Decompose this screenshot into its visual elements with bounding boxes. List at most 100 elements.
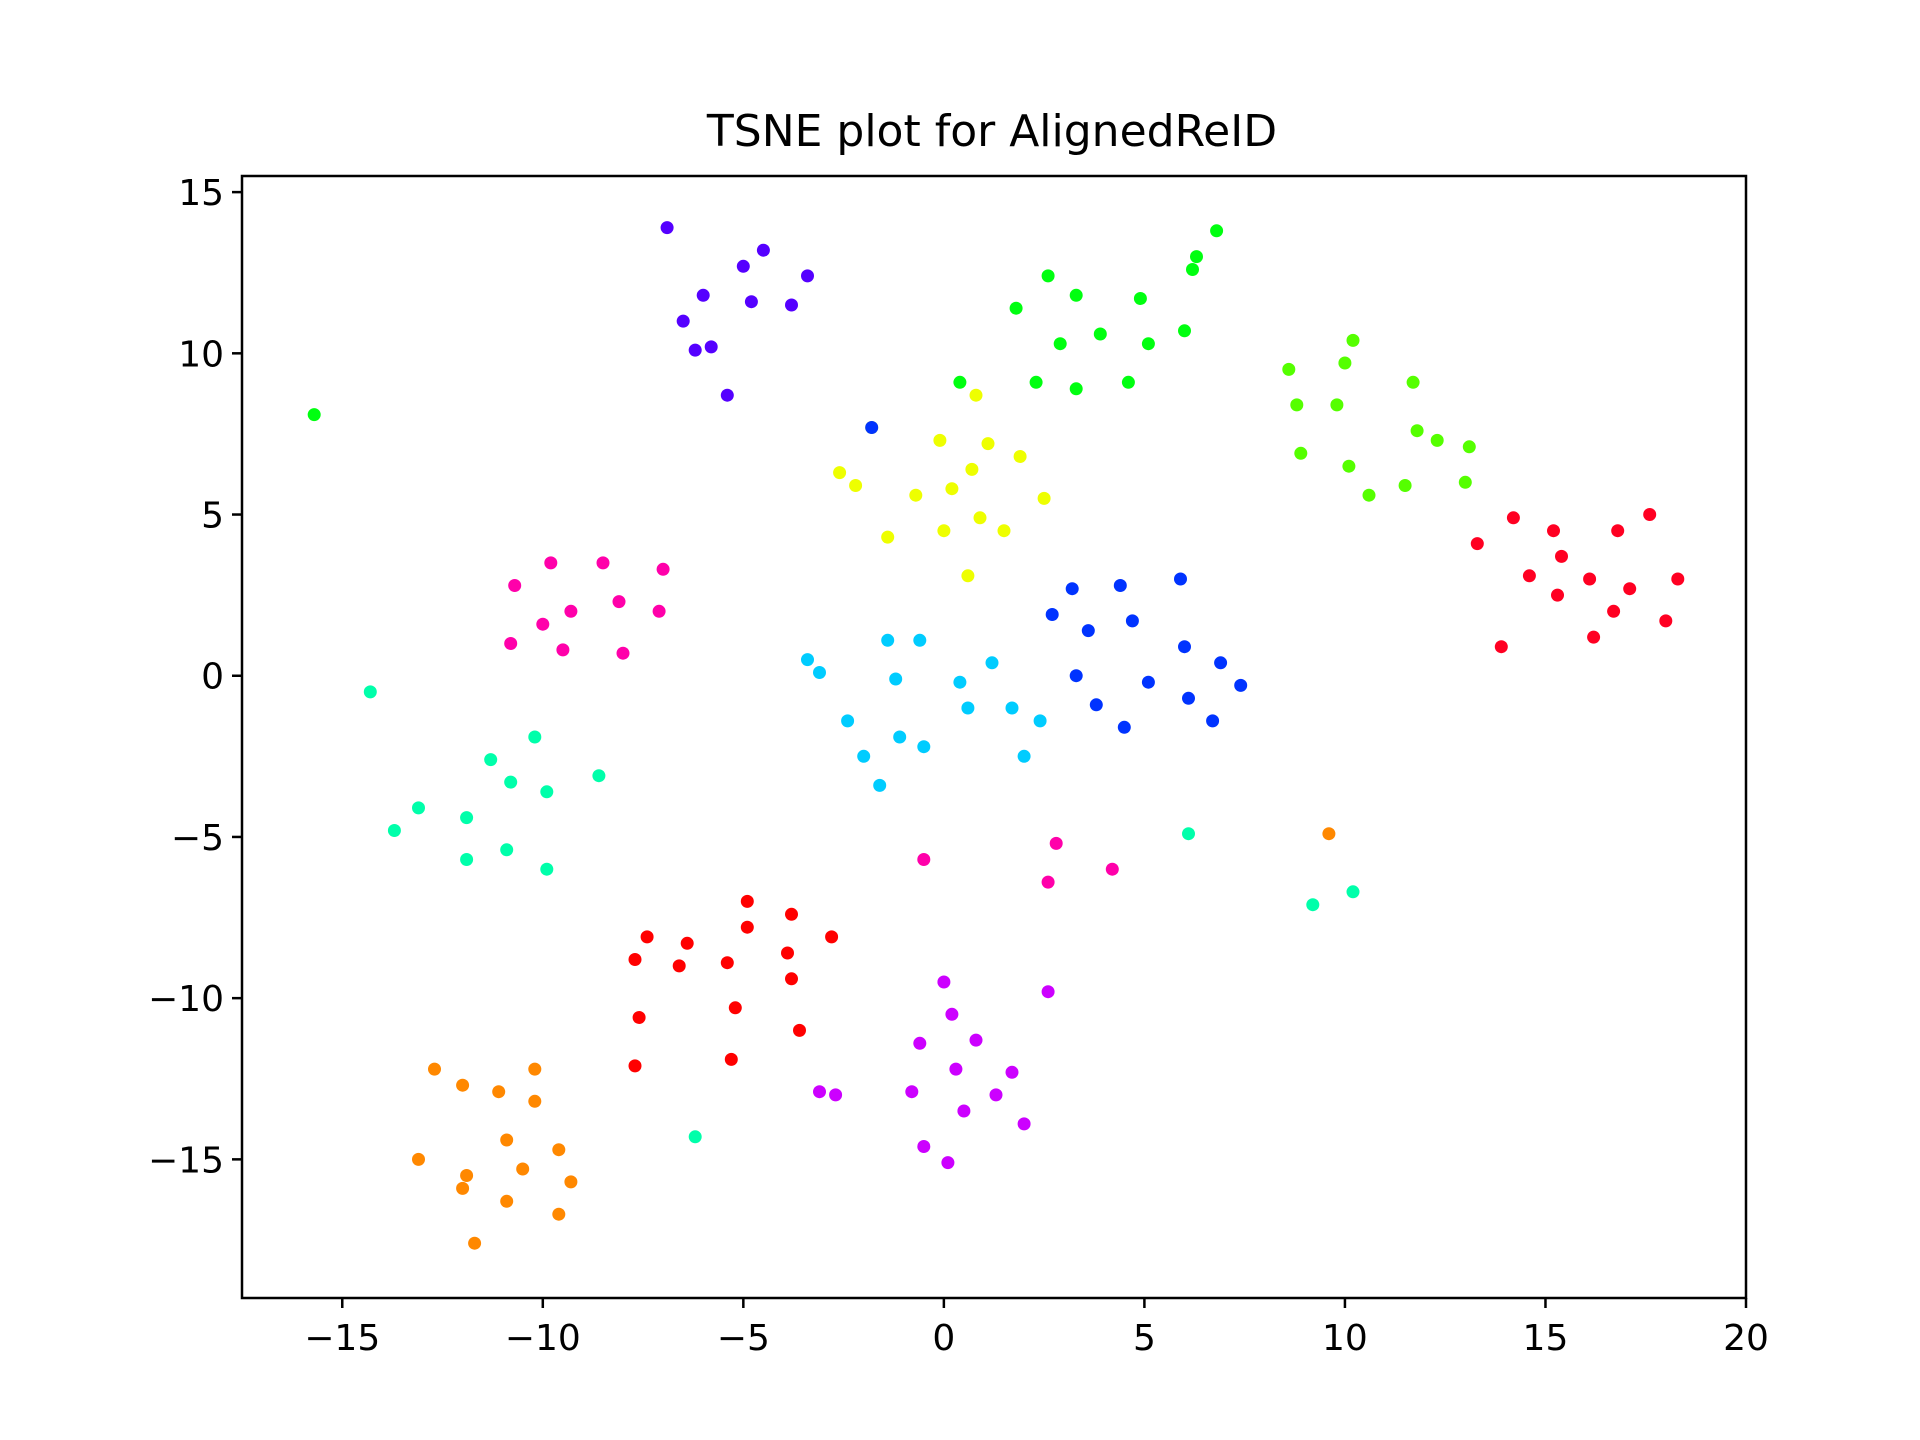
scatter-point bbox=[1306, 898, 1320, 912]
scatter-point bbox=[1338, 356, 1352, 370]
scatter-point bbox=[1206, 714, 1220, 728]
scatter-point bbox=[1045, 608, 1059, 621]
y-tick-label: 5 bbox=[201, 496, 224, 537]
scatter-point bbox=[1290, 398, 1304, 412]
scatter-point bbox=[1555, 549, 1568, 563]
scatter-point bbox=[781, 946, 794, 960]
scatter-point bbox=[1406, 375, 1420, 389]
scatter-point bbox=[528, 730, 542, 744]
scatter-point bbox=[1017, 1117, 1031, 1131]
y-tick-label: 0 bbox=[201, 657, 224, 698]
scatter-point bbox=[1121, 375, 1135, 389]
scatter-point bbox=[969, 1033, 983, 1047]
scatter-point bbox=[412, 1152, 425, 1166]
scatter-point bbox=[917, 740, 931, 754]
scatter-point bbox=[460, 853, 474, 866]
scatter-point bbox=[937, 975, 951, 989]
scatter-point bbox=[628, 1059, 642, 1073]
scatter-point bbox=[913, 633, 927, 647]
scatter-point bbox=[1065, 582, 1079, 596]
scatter-point bbox=[1182, 827, 1195, 841]
scatter-point bbox=[680, 936, 694, 950]
x-tick-label: 15 bbox=[1523, 1318, 1569, 1359]
scatter-point bbox=[484, 753, 498, 767]
scatter-point bbox=[1029, 375, 1043, 389]
scatter-point bbox=[1643, 508, 1657, 521]
scatter-point bbox=[500, 843, 514, 857]
scatter-point bbox=[1081, 624, 1095, 638]
scatter-point bbox=[945, 1007, 959, 1021]
scatter-point bbox=[632, 1011, 646, 1024]
scatter-point bbox=[841, 714, 855, 728]
scatter-point bbox=[793, 1023, 806, 1037]
scatter-point bbox=[720, 388, 734, 402]
scatter-point bbox=[1210, 224, 1224, 238]
scatter-point bbox=[504, 637, 518, 650]
scatter-point bbox=[1069, 382, 1083, 396]
scatter-point bbox=[1462, 440, 1476, 454]
scatter-point bbox=[1234, 678, 1248, 692]
scatter-point bbox=[564, 604, 578, 618]
scatter-point bbox=[688, 343, 702, 357]
scatter-point bbox=[893, 730, 907, 744]
scatter-point bbox=[909, 488, 923, 502]
x-tick-label: −15 bbox=[304, 1318, 380, 1359]
scatter-point bbox=[1005, 1065, 1019, 1079]
scatter-point bbox=[801, 269, 814, 283]
scatter-point bbox=[387, 824, 401, 837]
scatter-point bbox=[785, 972, 798, 986]
scatter-point bbox=[1033, 714, 1047, 728]
scatter-point bbox=[1346, 885, 1360, 899]
scatter-point bbox=[961, 701, 975, 715]
scatter-point bbox=[744, 295, 758, 309]
scatter-point bbox=[1013, 450, 1027, 463]
scatter-point bbox=[881, 530, 895, 544]
scatter-point bbox=[1105, 862, 1119, 876]
scatter-point bbox=[865, 421, 879, 434]
scatter-point bbox=[628, 953, 642, 966]
scatter-point bbox=[736, 259, 750, 273]
scatter-point bbox=[849, 479, 863, 492]
scatter-point bbox=[1362, 488, 1376, 502]
scatter-point bbox=[1190, 250, 1203, 264]
scatter-point bbox=[949, 1062, 963, 1076]
scatter-point bbox=[969, 388, 983, 402]
scatter-point bbox=[1041, 269, 1055, 283]
scatter-point bbox=[1611, 524, 1625, 538]
scatter-point bbox=[528, 1094, 542, 1108]
scatter-point bbox=[1671, 572, 1685, 586]
scatter-point bbox=[1113, 579, 1127, 592]
x-tick-label: −5 bbox=[717, 1318, 770, 1359]
scatter-point bbox=[1470, 537, 1484, 551]
scatter-points bbox=[307, 221, 1685, 1250]
scatter-point bbox=[1117, 720, 1131, 734]
x-tick-label: −10 bbox=[505, 1318, 581, 1359]
scatter-point bbox=[307, 408, 321, 422]
scatter-point bbox=[1178, 640, 1191, 654]
scatter-point bbox=[1125, 614, 1139, 628]
scatter-point bbox=[552, 1143, 566, 1157]
scatter-point bbox=[1069, 288, 1083, 302]
scatter-point bbox=[1049, 836, 1063, 850]
y-tick-label: −15 bbox=[148, 1140, 224, 1181]
chart-title: TSNE plot for AlignedReID bbox=[706, 106, 1277, 157]
scatter-point bbox=[1141, 675, 1155, 689]
scatter-point bbox=[1430, 433, 1444, 447]
scatter-point bbox=[1659, 614, 1673, 628]
scatter-point bbox=[1398, 479, 1412, 492]
scatter-point bbox=[1410, 424, 1424, 438]
scatter-point bbox=[412, 801, 425, 815]
scatter-point bbox=[1282, 362, 1296, 376]
scatter-point bbox=[917, 1140, 931, 1153]
scatter-point bbox=[540, 862, 554, 876]
scatter-point bbox=[1178, 324, 1191, 338]
scatter-point bbox=[724, 1052, 738, 1066]
scatter-point bbox=[1093, 327, 1107, 341]
scatter-point bbox=[785, 907, 798, 921]
scatter-point bbox=[1005, 701, 1019, 715]
scatter-point bbox=[989, 1088, 1003, 1102]
scatter-point bbox=[873, 778, 887, 792]
scatter-point bbox=[1053, 337, 1067, 351]
scatter-point bbox=[953, 675, 967, 689]
scatter-point bbox=[913, 1036, 927, 1050]
